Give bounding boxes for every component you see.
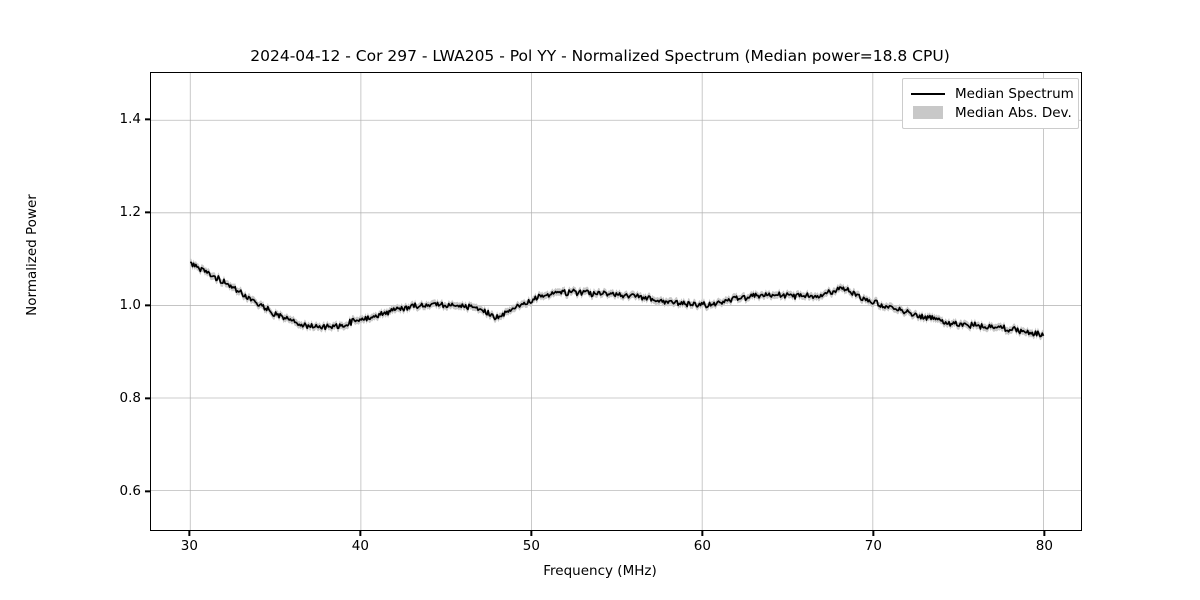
- y-tick-label: 0.8: [119, 390, 141, 407]
- y-tick-mark: [145, 490, 150, 493]
- x-tick-label: 70: [864, 538, 882, 554]
- grid-lines: [151, 73, 1081, 530]
- y-tick-mark: [145, 397, 150, 400]
- y-tick-mark: [145, 211, 150, 214]
- x-tick-label: 30: [180, 538, 198, 554]
- y-axis-label: Normalized Power: [24, 194, 40, 316]
- x-tick-mark: [188, 531, 190, 536]
- x-tick-label: 80: [1035, 538, 1053, 554]
- y-tick-mark: [145, 118, 150, 121]
- x-tick-label: 60: [693, 538, 711, 554]
- y-tick-label: 1.0: [119, 297, 141, 314]
- x-tick-label: 50: [522, 538, 540, 554]
- band-swatch-icon: [911, 106, 945, 120]
- y-tick-mark: [145, 304, 150, 307]
- x-tick-mark: [530, 531, 532, 536]
- legend-label: Median Spectrum: [955, 85, 1074, 102]
- line-swatch-icon: [911, 87, 945, 101]
- spectrum-plot: [189, 258, 1045, 341]
- legend: Median Spectrum Median Abs. Dev.: [902, 78, 1079, 129]
- y-tick-label: 0.6: [119, 483, 141, 500]
- legend-item-median-spectrum: Median Spectrum: [911, 84, 1074, 103]
- x-axis-label: Frequency (MHz): [543, 563, 657, 579]
- y-tick-label: 1.4: [119, 111, 141, 128]
- legend-label: Median Abs. Dev.: [955, 104, 1072, 121]
- x-tick-mark: [701, 531, 704, 536]
- x-tick-mark: [1043, 531, 1046, 536]
- x-tick-label: 40: [351, 538, 369, 554]
- y-tick-label: 1.2: [119, 204, 141, 221]
- x-tick-mark: [359, 531, 361, 536]
- legend-item-median-abs-dev: Median Abs. Dev.: [911, 103, 1072, 122]
- plot-area: [150, 72, 1082, 531]
- chart-title: 2024-04-12 - Cor 297 - LWA205 - Pol YY -…: [250, 47, 950, 65]
- x-tick-mark: [872, 531, 875, 536]
